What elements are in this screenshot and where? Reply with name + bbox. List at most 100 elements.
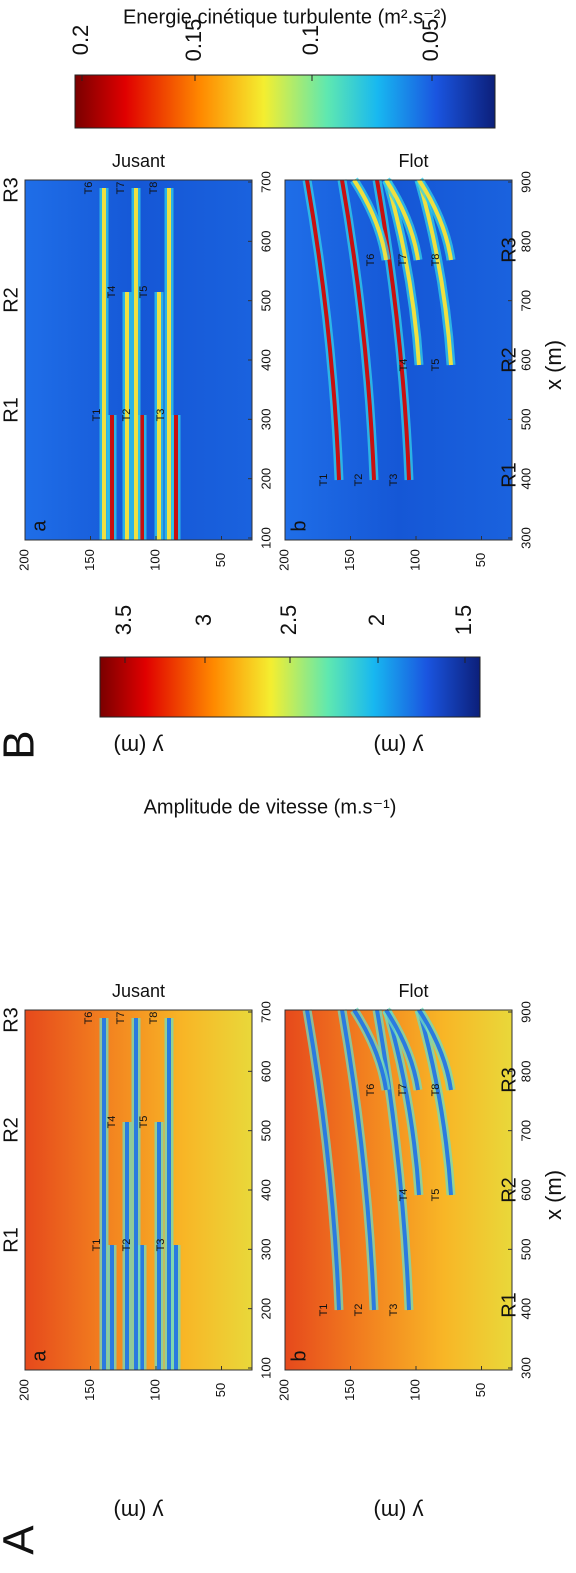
x-tick-label: 400	[258, 349, 273, 371]
x-tick-label: 800	[518, 1060, 533, 1082]
region-label: R3	[498, 1067, 520, 1093]
colorbar-tick-label: 2	[364, 614, 389, 626]
region-label: R2	[498, 1177, 520, 1203]
x-tick-label: 400	[258, 1179, 273, 1201]
heatmap	[25, 1010, 252, 1370]
y-tick-label: 100	[407, 549, 422, 571]
x-tick-label: 600	[258, 1060, 273, 1082]
turbine-label: T1	[318, 1304, 330, 1317]
turbine-label: T8	[148, 182, 160, 195]
x-tick-label: 500	[258, 1120, 273, 1142]
turbine-label: T2	[353, 474, 365, 487]
turbine-label: T4	[398, 1189, 410, 1202]
y-tick-label: 200	[16, 549, 31, 571]
turbine-label: T6	[83, 1012, 95, 1025]
y-axis-label: y (m)	[113, 1499, 163, 1524]
region-label: R1	[498, 462, 520, 488]
x-tick-label: 500	[258, 290, 273, 312]
turbine-label: T2	[121, 1239, 133, 1252]
wake-core	[375, 179, 411, 481]
subplot-letter: a	[28, 520, 50, 532]
y-tick-label: 200	[276, 1379, 291, 1401]
x-tick-label: 300	[518, 527, 533, 549]
turbine-label: T8	[430, 254, 442, 267]
turbine-label: T6	[365, 254, 377, 267]
turbine-label: T3	[388, 1304, 400, 1317]
y-tick-label: 150	[342, 1379, 357, 1401]
heatmap	[25, 180, 252, 540]
x-tick-label: 400	[518, 1298, 533, 1320]
region-label: R2	[0, 1117, 22, 1143]
turbine-label: T8	[430, 1084, 442, 1097]
region-label: R1	[498, 1292, 520, 1318]
x-tick-label: 700	[518, 1120, 533, 1142]
x-tick-label: 300	[258, 1238, 273, 1260]
wake-core	[417, 179, 453, 366]
x-tick-label: 200	[258, 468, 273, 490]
colorbar	[74, 74, 496, 129]
subplot-title: Flot	[398, 151, 428, 171]
panel-label: B	[0, 730, 44, 759]
colorbar-tick-label: 1.5	[451, 605, 476, 636]
turbine-label: T4	[106, 1116, 118, 1129]
x-tick-label: 600	[258, 230, 273, 252]
panel-label: A	[0, 1525, 44, 1555]
y-tick-label: 100	[147, 1379, 162, 1401]
x-tick-label: 700	[258, 1001, 273, 1023]
x-tick-label: 700	[518, 290, 533, 312]
y-tick-label: 100	[407, 1379, 422, 1401]
colorbar-tick-label: 0.2	[68, 25, 93, 56]
turbine-label: T2	[353, 1304, 365, 1317]
colorbar-title: Amplitude de vitesse (m.s⁻¹)	[144, 796, 397, 818]
turbine-label: T3	[155, 1239, 167, 1252]
turbine-label: T5	[138, 1116, 150, 1129]
y-tick-label: 150	[82, 549, 97, 571]
turbine-label: T5	[430, 359, 442, 372]
colorbar-tick-label: 2.5	[276, 605, 301, 636]
y-tick-label: 150	[342, 549, 357, 571]
turbine-label: T4	[106, 286, 118, 299]
y-tick-label: 200	[16, 1379, 31, 1401]
wake-core	[352, 178, 388, 261]
heatmap	[285, 1007, 512, 1370]
x-tick-label: 300	[518, 1357, 533, 1379]
colorbar-title: Energie cinétique turbulente (m².s⁻²)	[123, 6, 447, 28]
region-label: R3	[0, 1007, 22, 1033]
turbine-label: T7	[397, 254, 409, 267]
y-tick-label: 200	[276, 549, 291, 571]
wake-core	[305, 1009, 341, 1311]
colorbar	[99, 656, 481, 718]
y-tick-label: 100	[147, 549, 162, 571]
wake-core	[340, 179, 376, 481]
subplot-title: Jusant	[112, 981, 165, 1001]
colorbar-tick-label: 3.5	[111, 605, 136, 636]
x-tick-label: 100	[258, 527, 273, 549]
x-tick-label: 400	[518, 468, 533, 490]
y-tick-label: 50	[473, 553, 488, 567]
x-tick-label: 600	[518, 1179, 533, 1201]
y-tick-label: 50	[213, 553, 228, 567]
x-tick-label: 900	[518, 1001, 533, 1023]
turbine-label: T6	[365, 1084, 377, 1097]
y-axis-label: y (m)	[373, 734, 423, 759]
wake-core	[384, 1008, 420, 1091]
region-label: R1	[0, 397, 22, 423]
wake-core	[385, 179, 421, 366]
turbine-label: T5	[138, 286, 150, 299]
wake-core	[385, 1009, 421, 1196]
x-tick-label: 700	[258, 171, 273, 193]
subplot-letter: b	[288, 520, 310, 531]
turbine-label: T3	[388, 474, 400, 487]
wake-core	[305, 179, 341, 481]
y-tick-label: 150	[82, 1379, 97, 1401]
turbine-label: T6	[83, 182, 95, 195]
region-label: R2	[498, 347, 520, 373]
subplot-letter: b	[288, 1350, 310, 1361]
colorbar-tick-label: 0.15	[181, 19, 206, 62]
region-label: R3	[498, 237, 520, 263]
heatmap	[285, 177, 512, 540]
x-tick-label: 900	[518, 171, 533, 193]
wake-core	[375, 1009, 411, 1311]
subplot-title: Flot	[398, 981, 428, 1001]
